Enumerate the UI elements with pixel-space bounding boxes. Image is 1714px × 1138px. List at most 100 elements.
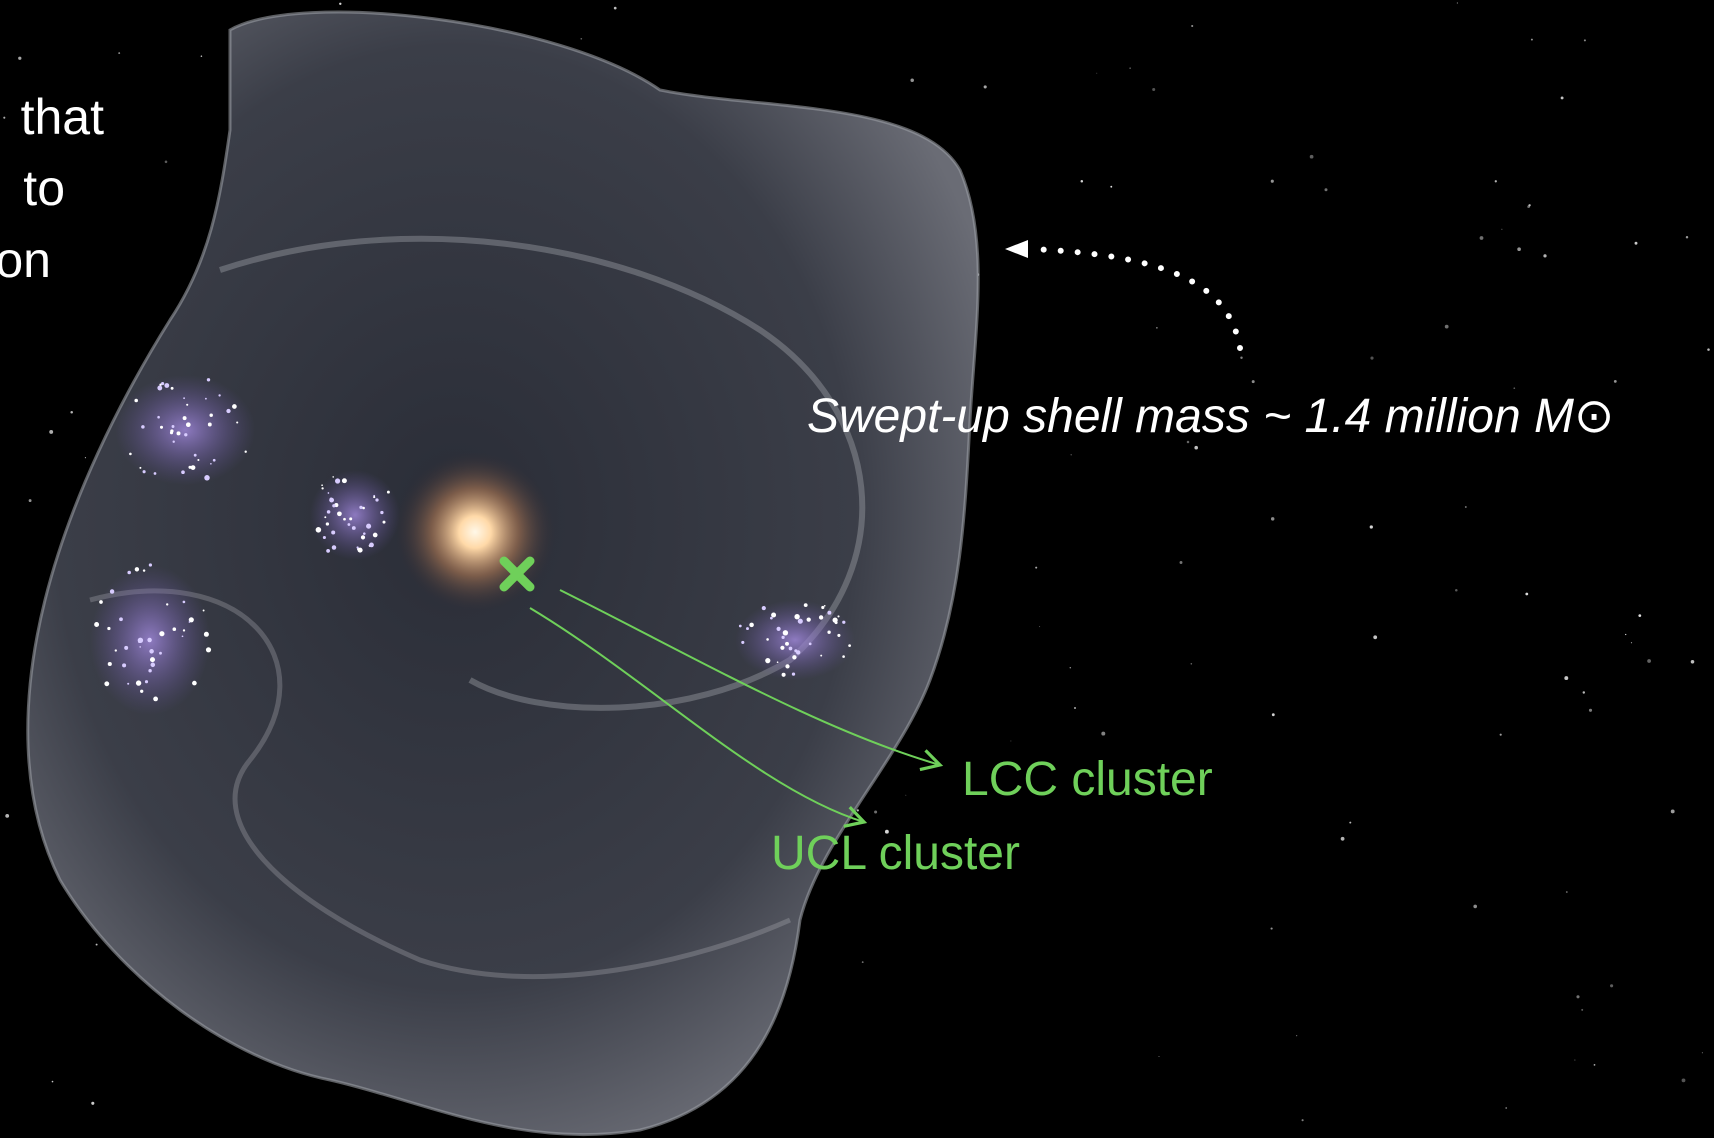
star (1010, 740, 1012, 742)
cluster-star (357, 547, 363, 553)
star (84, 457, 86, 459)
cluster-star (107, 661, 112, 667)
star (1369, 525, 1373, 529)
cluster-star (164, 383, 170, 388)
cluster-star (832, 617, 838, 623)
cluster-star (741, 640, 745, 644)
cluster-star (159, 425, 164, 429)
star (905, 794, 907, 796)
cluster-star (150, 662, 156, 668)
star (580, 37, 583, 40)
cluster-star (193, 453, 197, 457)
cluster-star (332, 504, 336, 508)
star (1370, 356, 1374, 360)
star (1373, 635, 1378, 640)
cluster-star (373, 496, 376, 499)
cluster-star (347, 523, 351, 526)
cluster-star (326, 510, 331, 514)
cluster-star (159, 651, 162, 655)
star (1324, 188, 1328, 192)
cluster-star (326, 549, 330, 553)
star (1156, 327, 1158, 329)
cluster-star (144, 680, 149, 684)
ucl-arrow (529, 607, 868, 828)
star (28, 499, 32, 503)
star (1583, 39, 1586, 42)
star (1681, 1078, 1686, 1083)
star (1582, 691, 1586, 694)
cluster-star (781, 635, 785, 640)
star (1560, 96, 1564, 100)
star (1069, 667, 1072, 669)
star (1528, 204, 1531, 207)
cluster-star (738, 624, 742, 628)
cluster-star (820, 654, 823, 657)
star (1499, 733, 1502, 736)
cluster-star (170, 429, 174, 433)
cluster-star (341, 478, 347, 484)
star (1080, 179, 1084, 183)
cluster-star (771, 612, 777, 618)
star (1271, 713, 1275, 717)
cluster-star (122, 663, 127, 668)
star (1574, 1059, 1576, 1061)
cluster-star (837, 615, 840, 618)
cluster-star (129, 452, 132, 456)
cluster-star (135, 680, 142, 686)
cluster-star (104, 681, 110, 687)
cluster-star (182, 629, 186, 632)
cluster-star (148, 668, 152, 673)
star (1625, 633, 1627, 636)
star (1340, 836, 1345, 841)
star (1096, 72, 1098, 74)
star (1670, 809, 1675, 814)
star (983, 85, 987, 89)
cluster-star (114, 649, 117, 652)
cluster-star (207, 422, 212, 427)
cluster-star (176, 431, 181, 436)
cluster-star (153, 472, 157, 475)
shell-mass-label: Swept-up shell mass ~ 1.4 million M⊙ (807, 390, 1614, 443)
cluster-star (818, 615, 824, 620)
cluster-star (331, 530, 336, 535)
x-marker (499, 556, 535, 592)
star (1152, 87, 1156, 92)
star (1647, 659, 1651, 663)
cluster-star (181, 470, 185, 475)
cluster-star (119, 617, 123, 622)
cluster-star (351, 526, 356, 530)
star (1464, 506, 1467, 508)
star (95, 943, 98, 946)
cluster-star (372, 532, 378, 538)
star (164, 160, 168, 164)
left-text: on (0, 232, 51, 288)
star (1513, 387, 1516, 390)
cluster-star (190, 465, 196, 470)
cluster-star (182, 416, 187, 421)
cluster-star (749, 622, 754, 628)
star (1505, 1107, 1508, 1109)
cluster-star (124, 645, 129, 650)
ucl-label: UCL cluster (771, 827, 1020, 880)
cluster-star (99, 600, 103, 604)
cluster-star (335, 478, 341, 484)
star (1074, 707, 1076, 709)
star (861, 961, 864, 964)
cluster-star (226, 408, 231, 414)
cluster-star (761, 606, 766, 611)
lcc-label: LCC cluster (962, 753, 1213, 806)
star (1129, 67, 1131, 69)
cluster-star (827, 610, 832, 615)
cluster-star (161, 382, 165, 386)
star (1690, 660, 1695, 664)
star (1530, 38, 1533, 41)
cluster-star (797, 618, 803, 624)
star (1190, 663, 1193, 665)
cluster-star (808, 642, 812, 646)
cluster-star (746, 627, 749, 631)
cluster-star (166, 603, 169, 606)
cluster-star (170, 386, 174, 390)
left-text: to (23, 160, 65, 216)
cluster-star (837, 633, 841, 637)
cluster-star (792, 655, 797, 660)
